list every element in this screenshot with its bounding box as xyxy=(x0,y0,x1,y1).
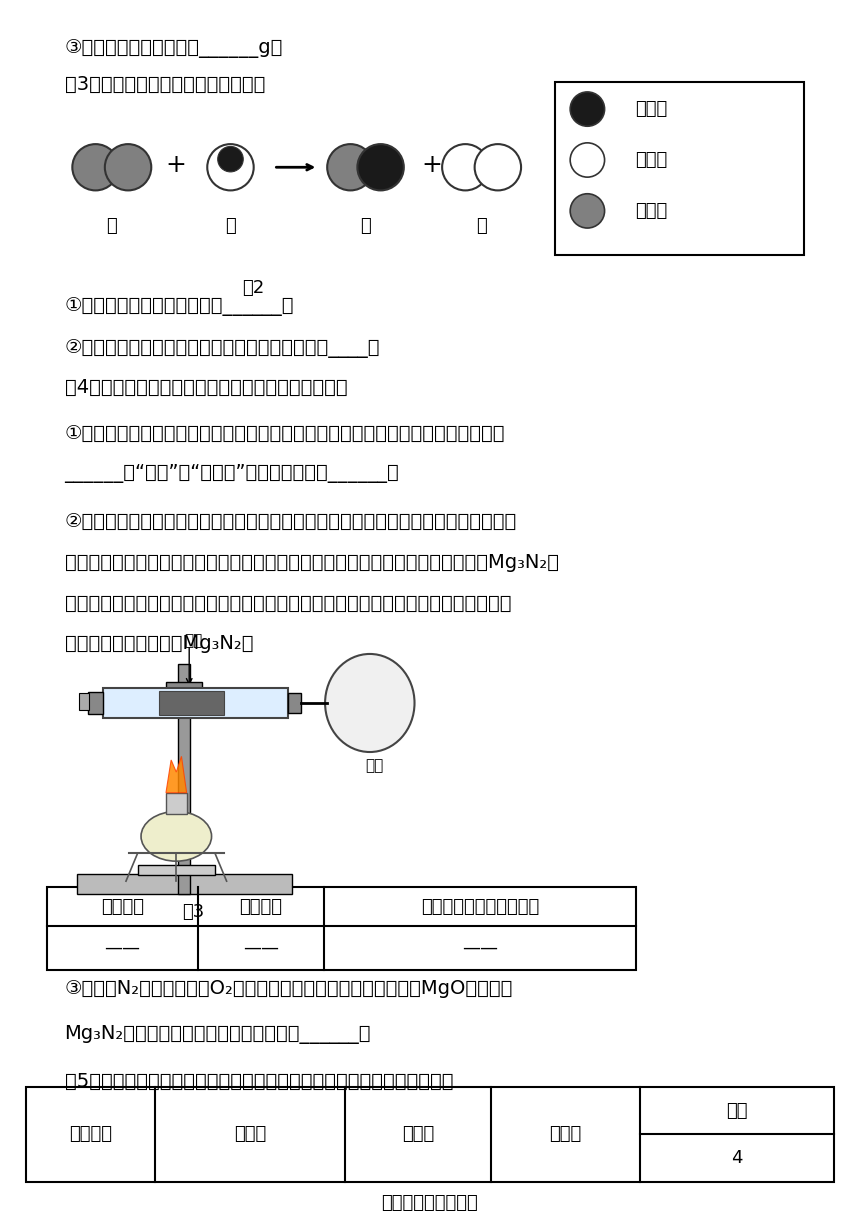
FancyBboxPatch shape xyxy=(138,866,215,876)
Ellipse shape xyxy=(475,145,521,191)
Ellipse shape xyxy=(218,146,243,171)
Ellipse shape xyxy=(442,145,488,191)
Text: 固体；氮化镁可与水剧烈反应产生氨气，该气体能使湿润的红色石蕊试纸变蓝。请设计: 固体；氮化镁可与水剧烈反应产生氨气，该气体能使湿润的红色石蕊试纸变蓝。请设计 xyxy=(64,593,511,613)
Text: 实验: 实验 xyxy=(727,1102,748,1120)
Text: 4: 4 xyxy=(732,1149,743,1167)
Ellipse shape xyxy=(570,142,605,178)
FancyBboxPatch shape xyxy=(79,693,89,710)
Text: 氧原子: 氧原子 xyxy=(635,151,667,169)
Ellipse shape xyxy=(72,145,119,191)
Polygon shape xyxy=(166,756,187,793)
Text: ②用如图（３）所示装置改进实验，验证了质量守恒定律，却发现产物中还有少量黄色: ②用如图（３）所示装置改进实验，验证了质量守恒定律，却发现产物中还有少量黄色 xyxy=(64,512,517,530)
Text: 乙: 乙 xyxy=(225,218,236,235)
Text: 实验现象: 实验现象 xyxy=(239,897,282,916)
Text: 镁粉: 镁粉 xyxy=(184,632,203,648)
Text: ③空气中N₂的含量远大于O₂的含量，而镁条在空气中燃烧生成的MgO却远多于: ③空气中N₂的含量远大于O₂的含量，而镁条在空气中燃烧生成的MgO却远多于 xyxy=(64,979,513,998)
Text: 实验１: 实验１ xyxy=(234,1126,267,1143)
Text: 实验３: 实验３ xyxy=(550,1126,581,1143)
Text: ①称量燃烧产物：质量大于反应物镁条的质量，是否该反应不遵循质量守恒定律。我: ①称量燃烧产物：质量大于反应物镁条的质量，是否该反应不遵循质量守恒定律。我 xyxy=(64,424,505,443)
FancyBboxPatch shape xyxy=(166,682,202,709)
Ellipse shape xyxy=(207,145,254,191)
Ellipse shape xyxy=(141,811,212,861)
FancyBboxPatch shape xyxy=(103,688,288,717)
Text: 有关的化学方程式及结论: 有关的化学方程式及结论 xyxy=(421,897,539,916)
FancyBboxPatch shape xyxy=(88,692,103,714)
Text: 试卷第５页，共７页: 试卷第５页，共７页 xyxy=(382,1194,478,1212)
Ellipse shape xyxy=(570,193,605,229)
FancyBboxPatch shape xyxy=(178,664,190,895)
Ellipse shape xyxy=(358,145,404,191)
Text: 实验操作: 实验操作 xyxy=(101,897,144,916)
Text: 氟原子: 氟原子 xyxy=(635,202,667,220)
FancyBboxPatch shape xyxy=(194,691,262,703)
Text: ——: —— xyxy=(104,939,140,957)
Text: 实验２: 实验２ xyxy=(402,1126,434,1143)
Text: 丁: 丁 xyxy=(476,218,487,235)
Ellipse shape xyxy=(105,145,151,191)
Text: 实验，验证黄色固体是Mg₃N₂。: 实验，验证黄色固体是Mg₃N₂。 xyxy=(64,634,253,653)
Ellipse shape xyxy=(570,92,605,126)
Ellipse shape xyxy=(327,145,373,191)
Text: 气球: 气球 xyxy=(365,758,384,773)
Text: （4）用镁条在空气中燃烧的实验验证质量守恒定律。: （4）用镁条在空气中燃烧的实验验证质量守恒定律。 xyxy=(64,378,347,398)
FancyBboxPatch shape xyxy=(288,693,301,713)
Text: ①反应所属的基本反应类型为______。: ①反应所属的基本反应类型为______。 xyxy=(64,297,294,316)
Text: ——: —— xyxy=(463,939,498,957)
FancyBboxPatch shape xyxy=(166,793,187,815)
FancyBboxPatch shape xyxy=(555,83,804,254)
Text: 丙: 丙 xyxy=(360,218,371,235)
Text: Mg₃N₂，为什么呢？请给出合理的解释：______。: Mg₃N₂，为什么呢？请给出合理的解释：______。 xyxy=(64,1025,371,1045)
Text: 实验序号: 实验序号 xyxy=(69,1126,112,1143)
Text: ______（“同意”或“不同意”），我的理由是______。: ______（“同意”或“不同意”），我的理由是______。 xyxy=(64,465,399,483)
Text: 甲: 甲 xyxy=(107,218,117,235)
Text: 氢原子: 氢原子 xyxy=(635,100,667,118)
Text: ③参加反应的氧气质量为______g。: ③参加反应的氧气质量为______g。 xyxy=(64,39,283,58)
FancyBboxPatch shape xyxy=(26,1087,834,1182)
Text: 图2: 图2 xyxy=(243,278,265,297)
Text: 固体。对黄色固体进行探究。自学资料：镁能与氮气剧烈反应生成黄色的氮化镁（Mg₃N₂）: 固体。对黄色固体进行探究。自学资料：镁能与氮气剧烈反应生成黄色的氮化镁（Mg₃N… xyxy=(64,553,558,572)
Text: +: + xyxy=(166,153,187,176)
Text: （3）某反应的微观示意如图２所示：: （3）某反应的微观示意如图２所示： xyxy=(64,75,265,94)
Ellipse shape xyxy=(325,654,415,751)
Text: （5）应用质量守恒定律探究镁条与盐溶液的反应，实验组合及现象如下：: （5）应用质量守恒定律探究镁条与盐溶液的反应，实验组合及现象如下： xyxy=(64,1071,453,1091)
FancyBboxPatch shape xyxy=(77,874,292,895)
FancyBboxPatch shape xyxy=(47,888,636,969)
Text: ——: —— xyxy=(243,939,279,957)
Text: 图3: 图3 xyxy=(182,903,205,921)
FancyBboxPatch shape xyxy=(159,691,224,715)
Text: +: + xyxy=(421,153,442,176)
Text: ②参加反应的甲物质和生成的丙物质分子数目比为____。: ②参加反应的甲物质和生成的丙物质分子数目比为____。 xyxy=(64,339,380,359)
